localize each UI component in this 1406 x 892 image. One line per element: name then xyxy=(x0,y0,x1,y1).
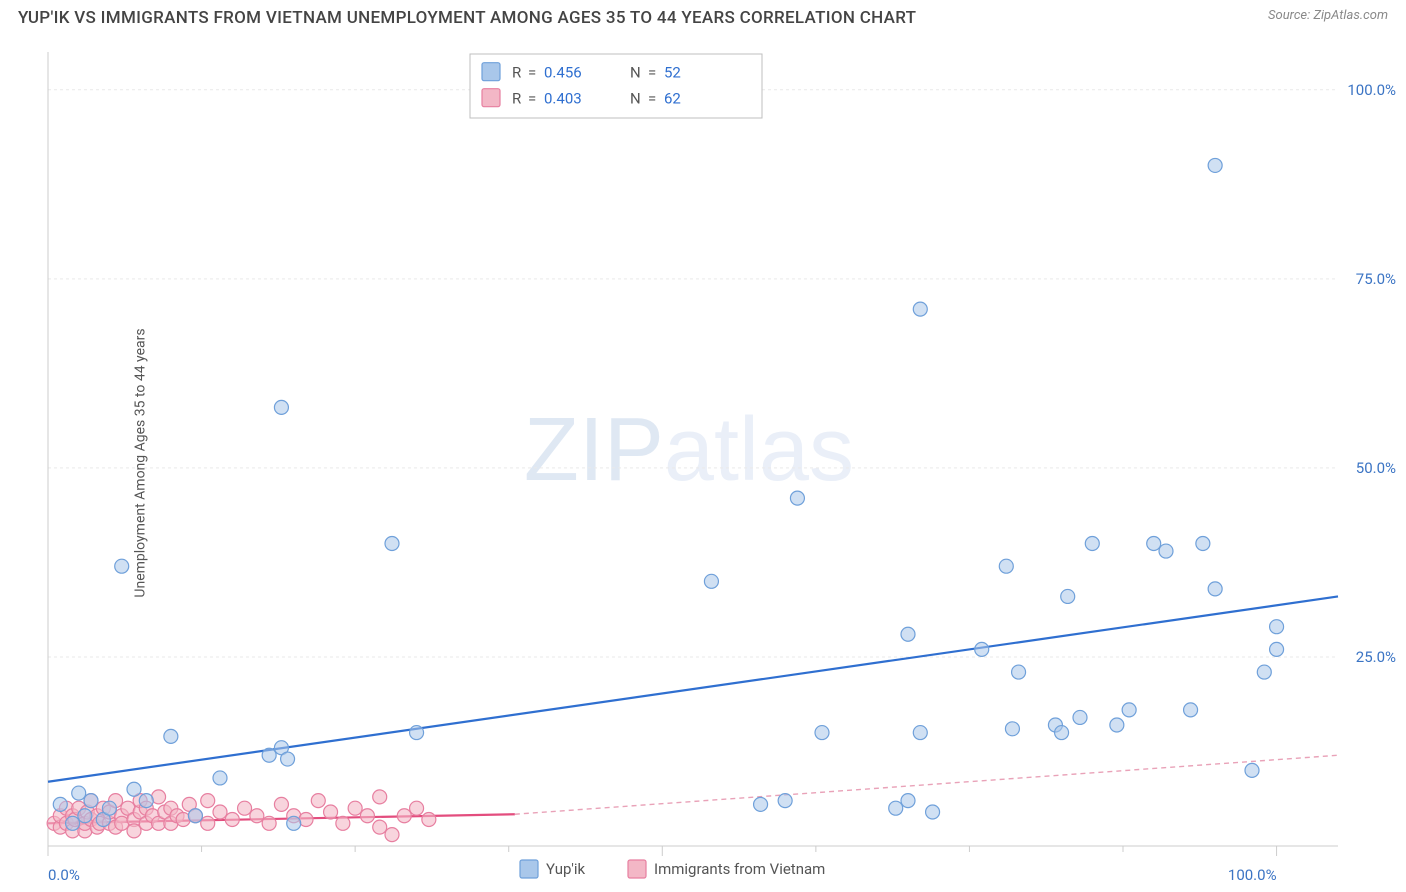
chart-header: YUP'IK VS IMMIGRANTS FROM VIETNAM UNEMPL… xyxy=(0,0,1406,28)
y-axis-label: Unemployment Among Ages 35 to 44 years xyxy=(133,328,149,597)
svg-text:R: R xyxy=(512,64,521,82)
source-credit: Source: ZipAtlas.com xyxy=(1268,8,1388,23)
svg-text:=: = xyxy=(528,90,536,108)
chart-title: YUP'IK VS IMMIGRANTS FROM VIETNAM UNEMPL… xyxy=(18,8,916,28)
svg-text:52: 52 xyxy=(664,64,681,82)
svg-text:R: R xyxy=(512,90,521,108)
svg-text:100.0%: 100.0% xyxy=(1228,866,1277,884)
svg-text:75.0%: 75.0% xyxy=(1356,270,1396,288)
scatter-chart: ZIPatlas 25.0% 50.0% 75.0% 100.0% 0.0% 100.0% R… xyxy=(0,34,1406,892)
svg-text:Immigrants from Vietnam: Immigrants from Vietnam xyxy=(654,860,825,878)
source-prefix: Source: xyxy=(1268,8,1313,23)
source-link[interactable]: ZipAtlas.com xyxy=(1313,8,1388,23)
svg-text:=: = xyxy=(528,64,536,82)
svg-text:0.403: 0.403 xyxy=(544,90,582,108)
svg-text:=: = xyxy=(648,90,656,108)
svg-text:=: = xyxy=(648,64,656,82)
svg-text:0.456: 0.456 xyxy=(544,64,582,82)
svg-text:Yup'ik: Yup'ik xyxy=(546,860,585,878)
svg-text:0.0%: 0.0% xyxy=(48,866,80,884)
svg-text:N: N xyxy=(630,64,641,82)
svg-text:25.0%: 25.0% xyxy=(1356,648,1396,666)
svg-text:62: 62 xyxy=(664,90,681,108)
svg-text:100.0%: 100.0% xyxy=(1347,81,1396,99)
svg-text:50.0%: 50.0% xyxy=(1356,459,1396,477)
svg-text:ZIPatlas: ZIPatlas xyxy=(524,400,854,500)
chart-area: Unemployment Among Ages 35 to 44 years Z… xyxy=(0,34,1406,892)
svg-text:N: N xyxy=(630,90,641,108)
